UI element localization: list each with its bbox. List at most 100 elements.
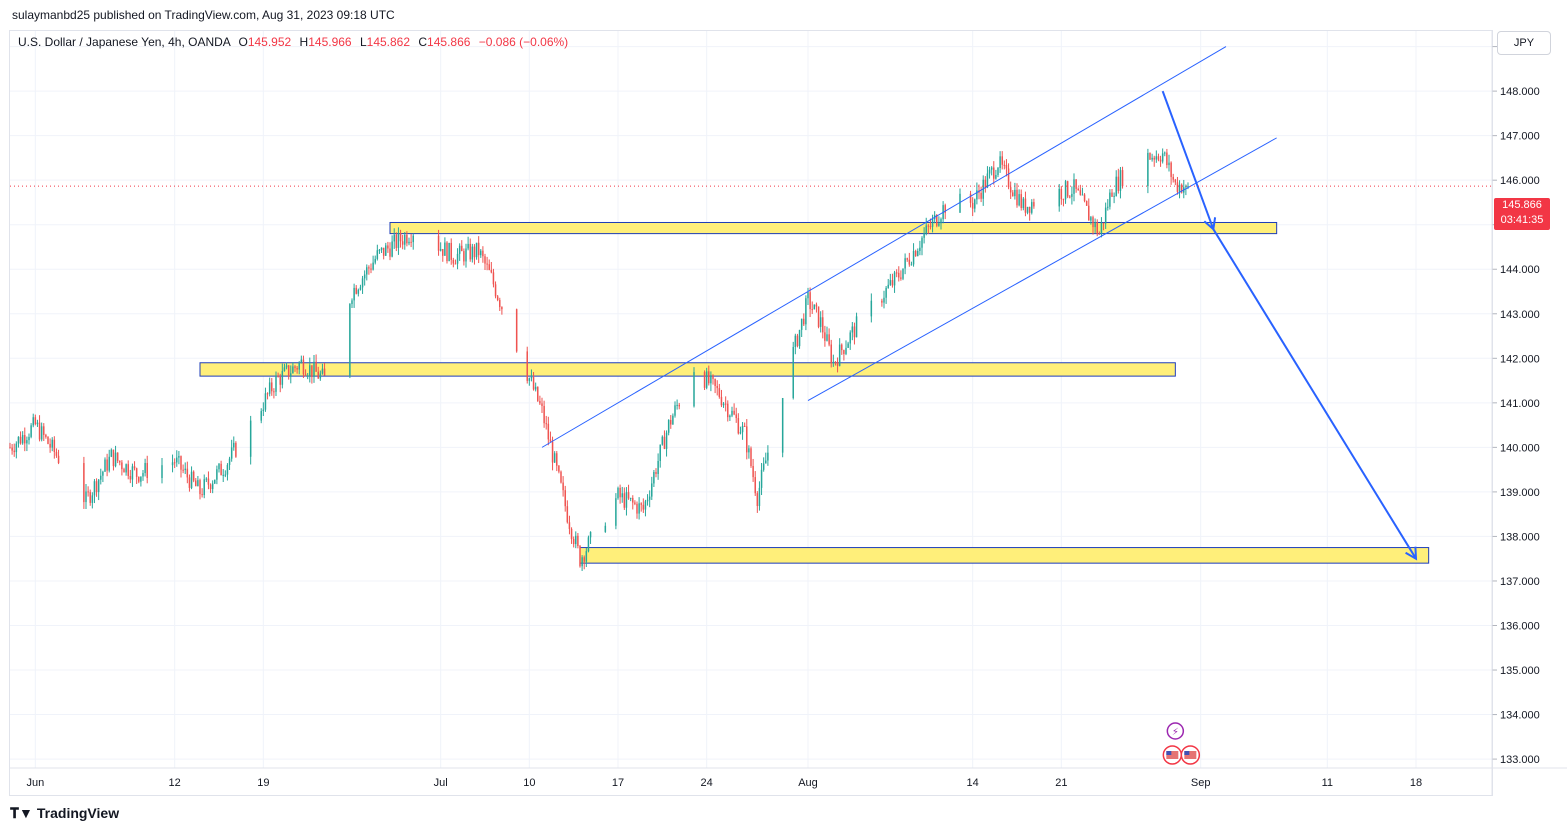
candle-body bbox=[1064, 181, 1067, 200]
candle-body bbox=[781, 398, 784, 453]
candle-body bbox=[841, 344, 843, 351]
candle-body bbox=[619, 487, 621, 498]
candle-body bbox=[999, 156, 1001, 168]
candle-body bbox=[1085, 200, 1088, 206]
candle-body bbox=[469, 243, 471, 260]
candle-body bbox=[190, 471, 193, 488]
candle-body bbox=[693, 372, 695, 407]
candle-body bbox=[372, 262, 374, 270]
candle-body bbox=[1178, 184, 1181, 192]
candle-body bbox=[45, 434, 47, 437]
candle-body bbox=[260, 411, 262, 421]
candle-body bbox=[912, 250, 915, 265]
candle-body bbox=[300, 359, 303, 363]
candle-body bbox=[220, 463, 222, 476]
candle-body bbox=[1016, 189, 1018, 206]
candle-body bbox=[1153, 157, 1155, 160]
us-flag-canton-icon bbox=[1184, 751, 1190, 755]
y-tick-label: 146.000 bbox=[1500, 175, 1540, 187]
candle-body bbox=[275, 375, 277, 392]
candle-body bbox=[273, 391, 275, 393]
candle-body bbox=[36, 422, 39, 425]
candle-body bbox=[891, 280, 894, 286]
candle-body bbox=[938, 223, 940, 226]
candle-body bbox=[83, 463, 85, 503]
candle-body bbox=[822, 317, 824, 333]
candle-body bbox=[885, 287, 887, 298]
high-label: H bbox=[299, 35, 309, 49]
candle-body bbox=[674, 405, 676, 416]
candle-body bbox=[984, 179, 987, 188]
candle-body bbox=[186, 468, 189, 478]
close-label: C bbox=[418, 35, 428, 49]
candle-body bbox=[19, 436, 22, 444]
candle-body bbox=[463, 251, 465, 262]
candle-body bbox=[908, 259, 911, 265]
candle-body bbox=[378, 249, 381, 251]
y-tick-label: 136.000 bbox=[1500, 620, 1540, 632]
candle-body bbox=[1109, 192, 1111, 207]
candle-body bbox=[467, 243, 469, 249]
candle-body bbox=[1083, 194, 1086, 201]
candle-body bbox=[826, 334, 828, 341]
candle-body bbox=[526, 351, 528, 381]
candle-body bbox=[444, 242, 446, 256]
candle-body bbox=[376, 250, 379, 259]
candle-body bbox=[408, 241, 410, 244]
candle-body bbox=[1028, 206, 1031, 213]
candle-body bbox=[302, 359, 305, 375]
candle-body bbox=[887, 284, 889, 288]
candle-body bbox=[323, 368, 326, 376]
candle-body bbox=[931, 219, 934, 227]
candle-body bbox=[1081, 194, 1084, 196]
candle-body bbox=[974, 199, 976, 209]
close-value: 145.866 bbox=[427, 35, 471, 49]
currency-button[interactable]: JPY bbox=[1497, 31, 1551, 55]
candle-body bbox=[638, 503, 640, 514]
candle-body bbox=[988, 169, 991, 174]
candle-body bbox=[494, 284, 497, 297]
candle-body bbox=[564, 490, 566, 507]
candle-body bbox=[391, 241, 393, 257]
candle-body bbox=[1012, 192, 1014, 197]
candle-body bbox=[26, 440, 28, 444]
candle-body bbox=[1094, 222, 1096, 228]
y-tick-label: 137.000 bbox=[1500, 576, 1540, 588]
candle-body bbox=[182, 469, 184, 471]
candle-body bbox=[40, 426, 43, 440]
candle-body bbox=[703, 372, 706, 388]
candle-body bbox=[910, 264, 913, 266]
candle-body bbox=[758, 487, 761, 507]
candle-body bbox=[1164, 152, 1166, 154]
published-info: sulaymanbd25 published on TradingView.co… bbox=[12, 8, 395, 22]
candle-body bbox=[480, 250, 482, 256]
y-tick-label: 144.000 bbox=[1500, 264, 1540, 276]
y-tick-label: 134.000 bbox=[1500, 710, 1540, 722]
symbol-name[interactable]: U.S. Dollar / Japanese Yen, 4h, OANDA bbox=[18, 35, 231, 49]
candle-body bbox=[604, 525, 607, 532]
candle-body bbox=[108, 456, 110, 471]
tradingview-logo-icon: 𝐓▼ bbox=[10, 805, 33, 821]
footer-brand[interactable]: 𝐓▼ TradingView bbox=[10, 805, 119, 822]
candle-body bbox=[279, 376, 281, 385]
candle-body bbox=[990, 167, 993, 170]
candle-body bbox=[895, 272, 898, 274]
candle-body bbox=[756, 493, 759, 507]
candle-body bbox=[893, 272, 896, 286]
candle-body bbox=[1159, 159, 1162, 162]
support-resistance-zone bbox=[389, 221, 1278, 235]
candle-body bbox=[714, 378, 716, 386]
candle-body bbox=[1157, 156, 1160, 160]
candle-body bbox=[116, 452, 119, 461]
candle-body bbox=[1071, 193, 1073, 197]
candle-body bbox=[214, 479, 216, 484]
low-value: 145.862 bbox=[366, 35, 411, 49]
candle-body bbox=[106, 459, 108, 471]
candle-body bbox=[9, 447, 11, 449]
candle-body bbox=[889, 280, 892, 285]
candle-body bbox=[1117, 176, 1120, 191]
candle-body bbox=[357, 289, 360, 294]
candle-body bbox=[393, 234, 395, 242]
x-tick-label: 19 bbox=[257, 777, 269, 789]
